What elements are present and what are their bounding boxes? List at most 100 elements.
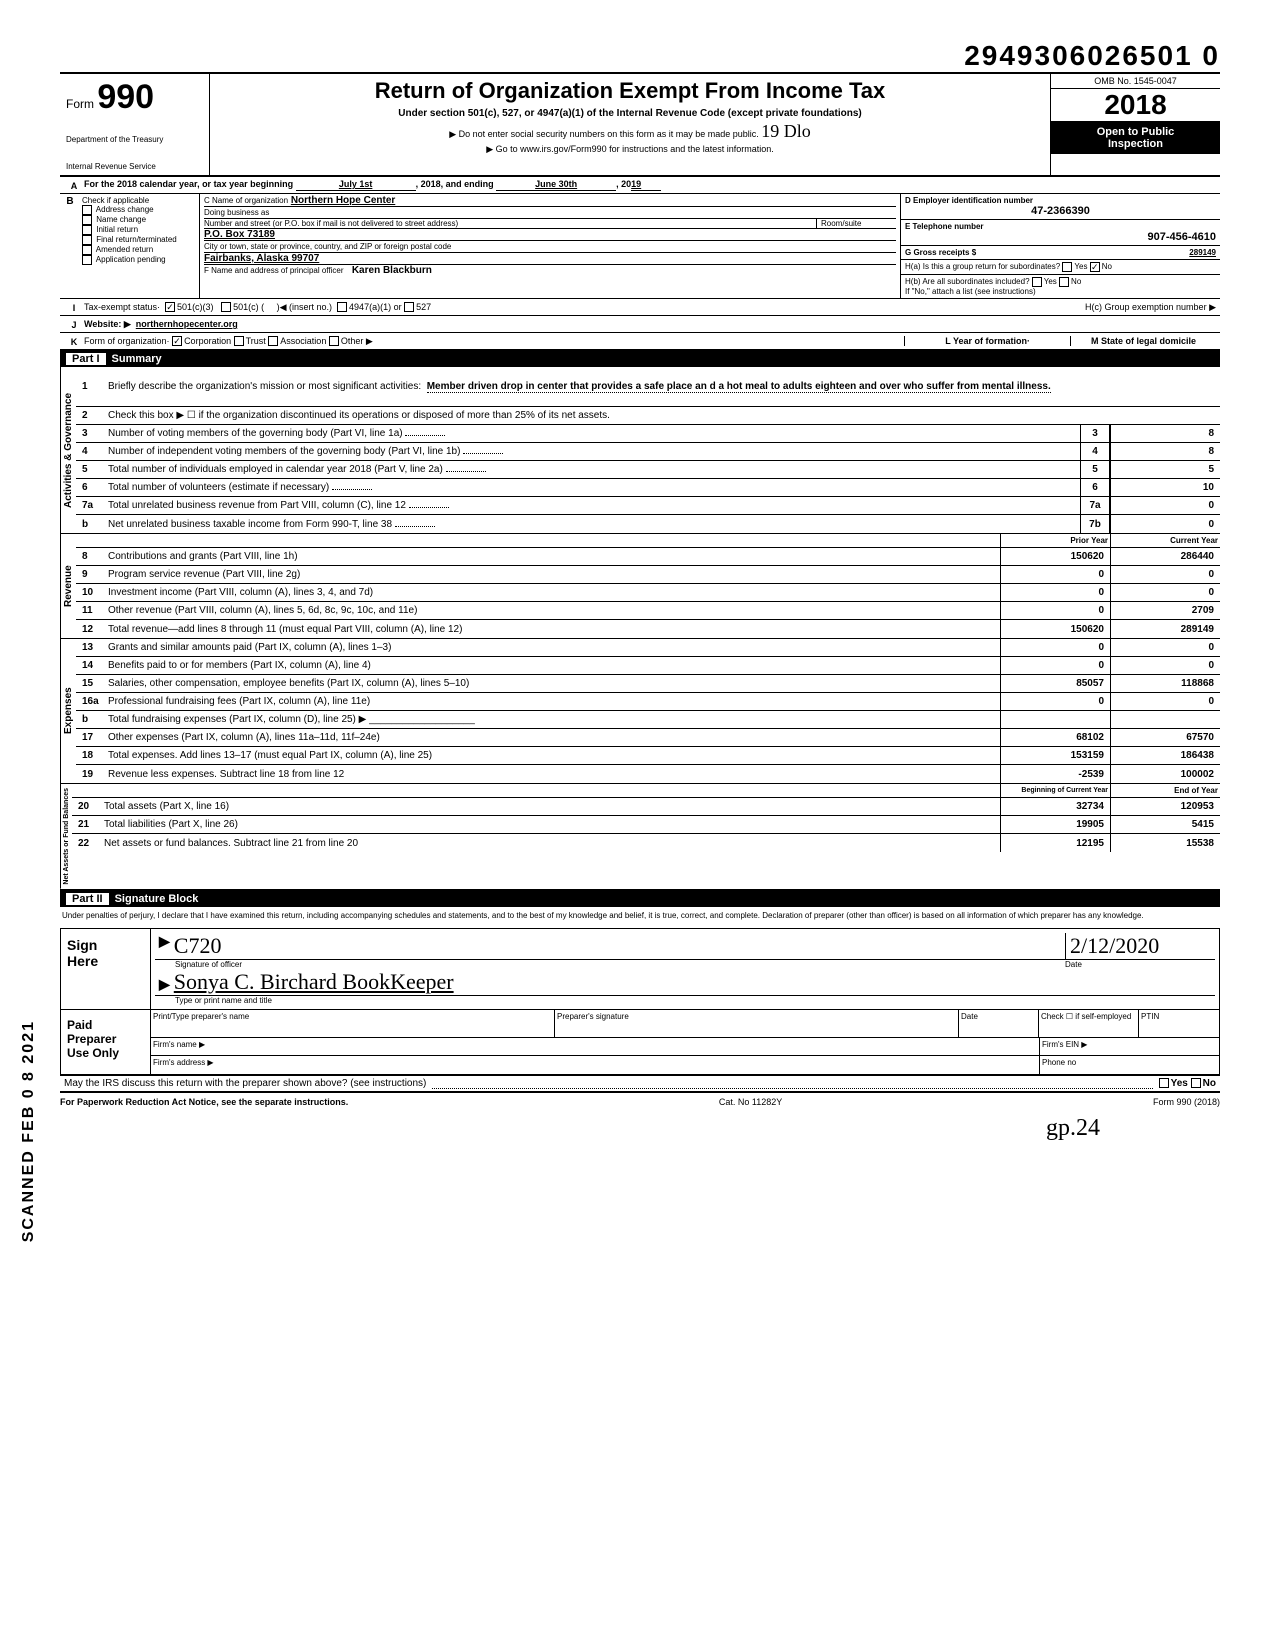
tax-year-end-yr: 19 (631, 179, 661, 191)
officer-signature: C720 (174, 933, 222, 958)
net-assets-section: Net Assets or Fund Balances Beginning of… (60, 784, 1220, 891)
checkbox[interactable] (82, 235, 92, 245)
dept-irs: Internal Revenue Service (66, 162, 203, 171)
checkbox[interactable] (82, 205, 92, 215)
phone-label: E Telephone number (905, 222, 984, 231)
summary-row: 14Benefits paid to or for members (Part … (76, 657, 1220, 675)
top-identifier: 2949306026501 0 (60, 40, 1220, 72)
firm-address-label: Firm's address ▶ (151, 1056, 1039, 1074)
governance-label: Activities & Governance (60, 367, 76, 533)
b-option: Final return/terminated (82, 235, 197, 245)
firm-phone-label: Phone no (1039, 1056, 1219, 1074)
name-title-label: Type or print name and title (155, 996, 1215, 1005)
summary-row: 21Total liabilities (Part X, line 26)199… (72, 816, 1220, 834)
net-assets-label: Net Assets or Fund Balances (60, 784, 72, 889)
website-value: northernhopecenter.org (136, 319, 238, 329)
line-j: J Website: ▶ northernhopecenter.org (60, 316, 1220, 333)
firm-ein-label: Firm's EIN ▶ (1039, 1038, 1219, 1055)
checkbox[interactable] (82, 215, 92, 225)
discuss-row: May the IRS discuss this return with the… (60, 1076, 1220, 1093)
firm-name-label: Firm's name ▶ (151, 1038, 1039, 1055)
footer: For Paperwork Reduction Act Notice, see … (60, 1097, 1220, 1107)
perjury-statement: Under penalties of perjury, I declare th… (60, 907, 1220, 924)
checkbox[interactable] (82, 245, 92, 255)
form-number: 990 (97, 78, 154, 116)
ein-label: D Employer identification number (905, 196, 1033, 205)
hb-label: H(b) Are all subordinates included? (905, 277, 1030, 286)
signature-block: SignHere ▶ C720 2/12/2020 Signature of o… (60, 928, 1220, 1076)
summary-row: bTotal fundraising expenses (Part IX, co… (76, 711, 1220, 729)
summary-row: 18Total expenses. Add lines 13–17 (must … (76, 747, 1220, 765)
bottom-initials: gp.24 (60, 1115, 1220, 1142)
form-label: Form (66, 97, 94, 111)
summary-row: 22Net assets or fund balances. Subtract … (72, 834, 1220, 852)
form-title: Return of Organization Exempt From Incom… (218, 78, 1042, 104)
year-formation-label: L Year of formation· (945, 336, 1030, 346)
open-public-1: Open to Public (1053, 126, 1218, 138)
part2-header: Part IISignature Block (60, 891, 1220, 907)
mission-text: Member driven drop in center that provid… (427, 381, 1051, 393)
501c3-checkbox[interactable]: ✓ (165, 302, 175, 312)
checkbox[interactable] (82, 255, 92, 265)
handwritten-initials-top: 19 Dlo (761, 121, 811, 141)
scanned-stamp: SCANNED FEB 0 8 2021 (20, 1020, 38, 1242)
officer-name: Karen Blackburn (352, 265, 432, 276)
part1-header: Part ISummary (60, 351, 1220, 367)
form-subtitle: Under section 501(c), 527, or 4947(a)(1)… (218, 108, 1042, 119)
org-name-label: C Name of organization (204, 196, 288, 205)
street-label: Number and street (or P.O. box if mail i… (204, 219, 816, 228)
begin-year-header: Beginning of Current Year (1000, 784, 1110, 797)
form-header: Form 990 Department of the Treasury Inte… (60, 72, 1220, 177)
expenses-label: Expenses (60, 639, 76, 783)
self-employed-check: Check ☐ if self-employed (1039, 1010, 1139, 1037)
footer-mid: Cat. No 11282Y (719, 1097, 782, 1107)
officer-name-printed: Sonya C. Birchard BookKeeper (174, 969, 454, 994)
city-value: Fairbanks, Alaska 99707 (204, 253, 319, 264)
form-note-url: ▶ Go to www.irs.gov/Form990 for instruct… (218, 144, 1042, 155)
summary-row: 19Revenue less expenses. Subtract line 1… (76, 765, 1220, 783)
line-i: I Tax-exempt status· ✓ 501(c)(3) 501(c) … (60, 299, 1220, 316)
org-name: Northern Hope Center (291, 195, 395, 206)
summary-row: 16aProfessional fundraising fees (Part I… (76, 693, 1220, 711)
sig-officer-label: Signature of officer (155, 960, 1065, 969)
officer-label: F Name and address of principal officer (204, 266, 343, 275)
label-b: B (60, 194, 80, 298)
preparer-sig-label: Preparer's signature (555, 1010, 959, 1037)
ptin-label: PTIN (1139, 1010, 1219, 1037)
summary-row: bNet unrelated business taxable income f… (76, 515, 1220, 533)
summary-row: 10Investment income (Part VIII, column (… (76, 584, 1220, 602)
signature-date: 2/12/2020 (1070, 933, 1159, 958)
summary-row: 13Grants and similar amounts paid (Part … (76, 639, 1220, 657)
ein-value: 47-2366390 (905, 205, 1216, 217)
revenue-label: Revenue (60, 534, 76, 638)
summary-row: 8Contributions and grants (Part VIII, li… (76, 548, 1220, 566)
preparer-date-label: Date (959, 1010, 1039, 1037)
end-year-header: End of Year (1110, 784, 1220, 797)
hb-note: If "No," attach a list (see instructions… (905, 287, 1036, 296)
summary-row: 15Salaries, other compensation, employee… (76, 675, 1220, 693)
street-value: P.O. Box 73189 (204, 229, 275, 240)
governance-section: Activities & Governance 1 Briefly descri… (60, 367, 1220, 534)
line2-text: Check this box ▶ ☐ if the organization d… (104, 408, 1220, 423)
section-b-h: B Check if applicable Address change Nam… (60, 194, 1220, 299)
hc-label: H(c) Group exemption number ▶ (1085, 302, 1216, 313)
b-option: Amended return (82, 245, 197, 255)
checkbox[interactable] (82, 225, 92, 235)
prior-year-header: Prior Year (1000, 534, 1110, 547)
ha-no-checkbox[interactable]: ✓ (1090, 262, 1100, 272)
summary-row: 5Total number of individuals employed in… (76, 461, 1220, 479)
summary-row: 20Total assets (Part X, line 16)32734120… (72, 798, 1220, 816)
summary-row: 4Number of independent voting members of… (76, 443, 1220, 461)
room-label: Room/suite (816, 219, 896, 228)
corp-checkbox[interactable]: ✓ (172, 336, 182, 346)
summary-row: 7aTotal unrelated business revenue from … (76, 497, 1220, 515)
footer-left: For Paperwork Reduction Act Notice, see … (60, 1097, 348, 1107)
b-option: Address change (82, 205, 197, 215)
revenue-section: Revenue Prior Year Current Year 8Contrib… (60, 534, 1220, 639)
check-if-applicable: Check if applicable (82, 196, 197, 205)
form-note-ssn: ▶ Do not enter social security numbers o… (218, 121, 1042, 142)
dept-treasury: Department of the Treasury (66, 135, 203, 144)
sig-date-label: Date (1065, 960, 1215, 969)
phone-value: 907-456-4610 (905, 231, 1216, 243)
footer-right: Form 990 (2018) (1153, 1097, 1220, 1107)
